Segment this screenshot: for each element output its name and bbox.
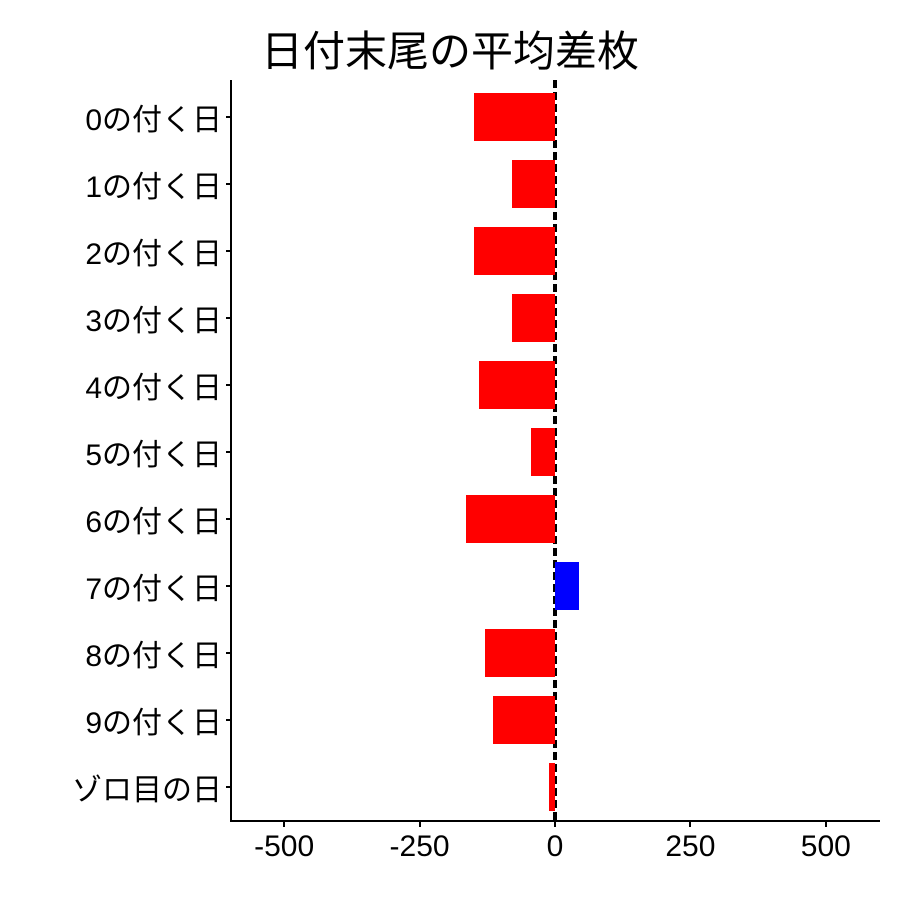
y-tick-label: 4の付く日 [85, 363, 222, 407]
bar [555, 562, 579, 610]
chart-title: 日付末尾の平均差枚 [0, 18, 900, 79]
x-tick-label: -250 [390, 830, 450, 864]
y-tick-label: 1の付く日 [85, 162, 222, 206]
bar [474, 93, 555, 141]
y-tick [226, 384, 232, 386]
bar [479, 361, 555, 409]
y-tick-label: 5の付く日 [85, 430, 222, 474]
y-tick [226, 116, 232, 118]
y-tick [226, 250, 232, 252]
chart-container: 日付末尾の平均差枚 -500 -250 0 250 500 0の付く日 1の付く日 2の付く日… [0, 0, 900, 900]
y-tick [226, 518, 232, 520]
y-tick-label: ゾロ目の日 [72, 765, 222, 809]
x-tick [283, 820, 285, 827]
y-tick-label: 6の付く日 [85, 497, 222, 541]
bar [512, 294, 555, 342]
y-tick-label: 0の付く日 [85, 95, 222, 139]
bar [531, 428, 555, 476]
bar [474, 227, 555, 275]
bar [493, 696, 555, 744]
y-tick [226, 786, 232, 788]
x-tick [554, 820, 556, 827]
y-tick-label: 3の付く日 [85, 296, 222, 340]
y-tick-label: 7の付く日 [85, 564, 222, 608]
y-tick-label: 8の付く日 [85, 631, 222, 675]
bar [512, 160, 555, 208]
x-tick [419, 820, 421, 827]
x-tick-label: -500 [254, 830, 314, 864]
y-tick [226, 585, 232, 587]
y-tick [226, 451, 232, 453]
bar [466, 495, 555, 543]
x-tick [825, 820, 827, 827]
y-tick [226, 719, 232, 721]
x-tick-label: 500 [801, 830, 851, 864]
y-tick [226, 317, 232, 319]
y-tick [226, 652, 232, 654]
x-tick [689, 820, 691, 827]
y-tick-label: 9の付く日 [85, 698, 222, 742]
bar [485, 629, 555, 677]
x-tick-label: 0 [547, 830, 564, 864]
y-tick [226, 183, 232, 185]
x-tick-label: 250 [665, 830, 715, 864]
bar [549, 763, 556, 811]
y-tick-label: 2の付く日 [85, 229, 222, 273]
